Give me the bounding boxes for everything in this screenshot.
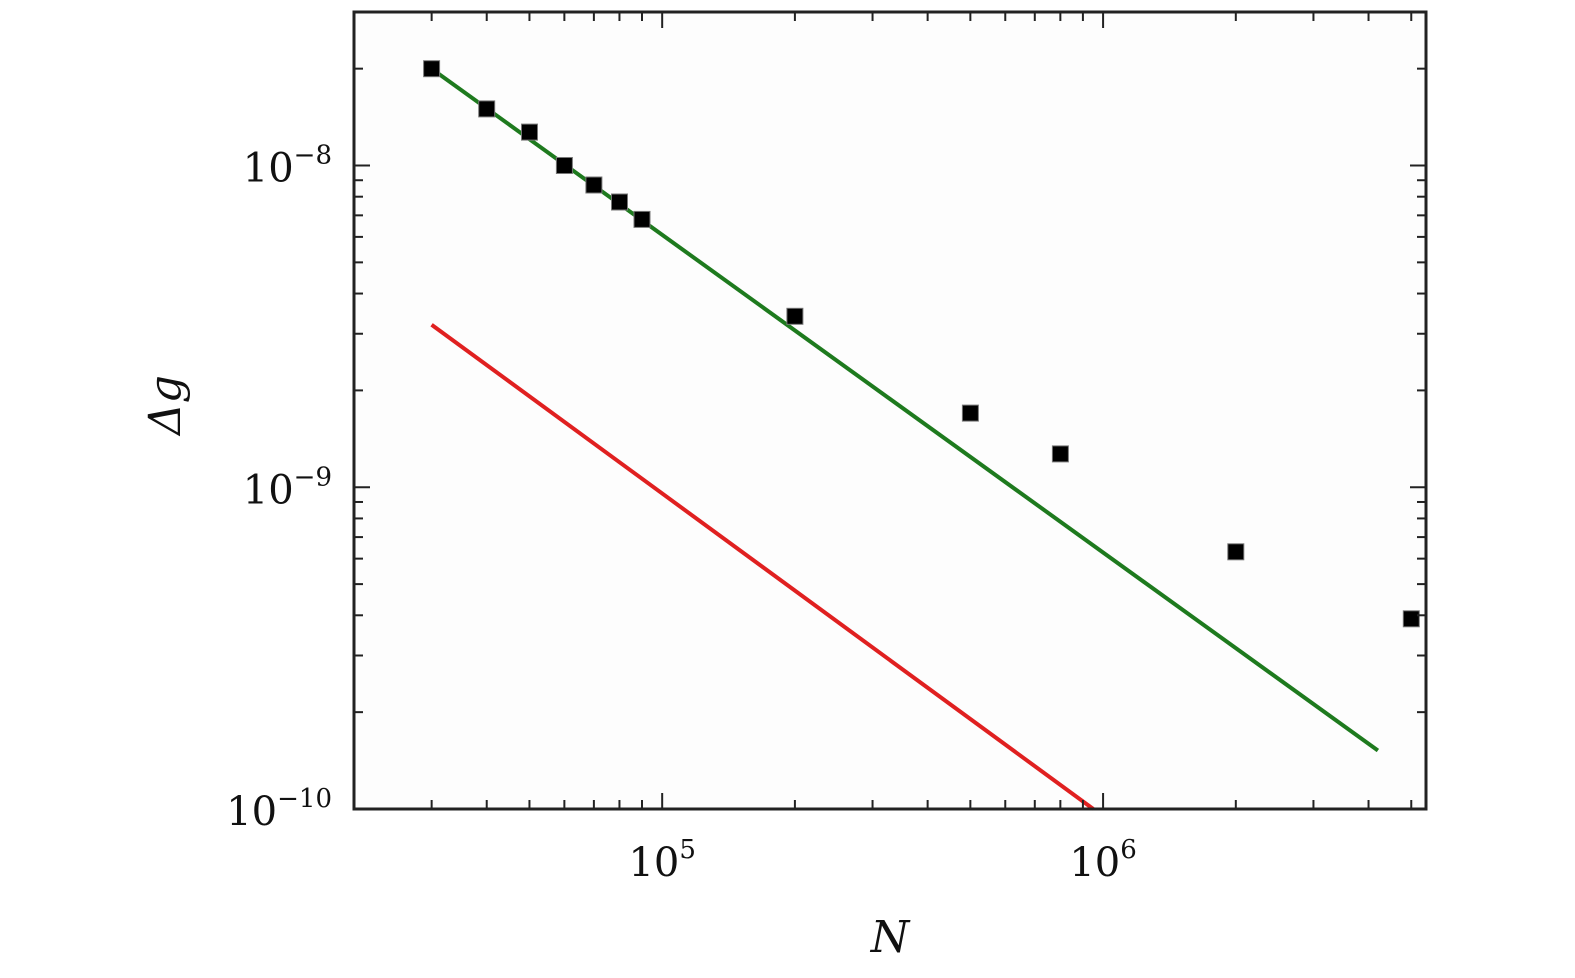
tick-label-layer: 105 106 10−10 10−9 10−8: [226, 141, 1137, 886]
x-tick-label: 106: [1069, 835, 1136, 886]
data-point: [633, 210, 651, 228]
fit-line-2: [430, 323, 1095, 811]
data-point: [961, 404, 979, 422]
y-tick-label: 10−10: [226, 784, 332, 835]
data-point: [423, 60, 441, 78]
data-point: [1051, 445, 1069, 463]
data-point: [555, 157, 573, 174]
y-axis-label: Δg: [140, 375, 191, 437]
data-point: [585, 176, 603, 194]
data-point: [1227, 543, 1245, 561]
y-tick-label: 10−9: [243, 462, 332, 513]
y-tick-label: 10−8: [243, 141, 332, 192]
data-point: [611, 193, 628, 211]
data-point: [786, 307, 804, 325]
x-tick-label: 105: [628, 835, 695, 886]
data-point: [521, 123, 538, 141]
x-axis-label: N: [870, 912, 911, 963]
data-point: [1402, 610, 1420, 628]
data-point: [478, 100, 496, 118]
plot-background: [354, 12, 1426, 809]
plot-frame: [352, 10, 1428, 811]
series-layer: [423, 60, 1420, 811]
